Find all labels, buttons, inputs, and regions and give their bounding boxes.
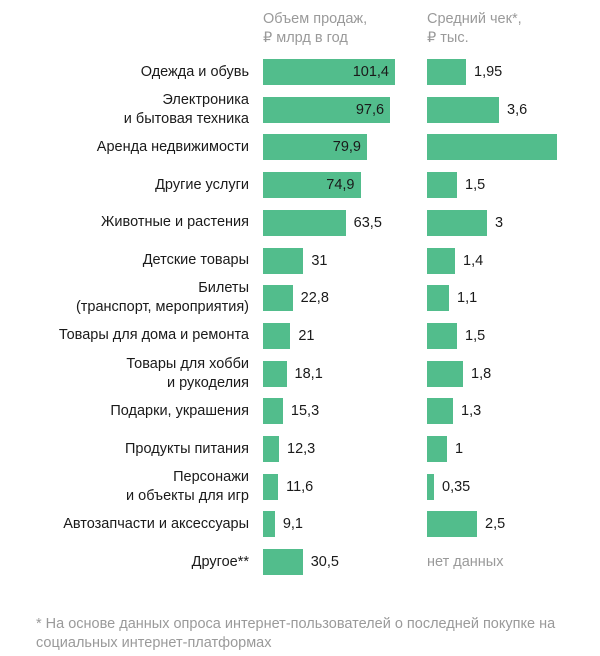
category-label-line: Продукты питания xyxy=(125,440,249,457)
category-label: Товары для дома и ремонта xyxy=(59,326,249,345)
sales-value-label: 79,9 xyxy=(332,139,361,156)
check-value-label: 1,5 xyxy=(465,177,486,194)
category-label-line: Другие услуги xyxy=(155,176,249,193)
sales-bar xyxy=(263,436,279,462)
sales-value-label: 97,6 xyxy=(355,101,385,118)
category-label-line: Другое** xyxy=(191,553,249,570)
category-label-line: Автозапчасти и аксессуары xyxy=(63,515,249,532)
category-label-line: Детские товары xyxy=(142,252,249,268)
sales-bar xyxy=(263,209,346,236)
sales-value-label: 11,6 xyxy=(286,478,314,495)
category-label: Электроника и бытовая техника xyxy=(124,91,249,129)
category-label: Другие услуги xyxy=(155,176,249,195)
sales-bar xyxy=(263,96,391,123)
check-bar xyxy=(427,247,455,274)
category-label-line: и бытовая техника xyxy=(123,110,249,127)
check-bar xyxy=(427,360,463,387)
check-value-label: 1,3 xyxy=(461,403,482,420)
sales-value-label: 15,3 xyxy=(290,403,320,420)
category-label: Аренда недвижимости xyxy=(97,138,249,157)
category-label: Товары для хобби и рукоделия xyxy=(126,355,249,393)
sales-bar xyxy=(263,172,361,199)
sales-value-label: 18,1 xyxy=(294,365,323,382)
check-value-label: 1,1 xyxy=(457,290,478,307)
check-bar xyxy=(427,59,466,85)
category-label: Персонажи и объекты для игр xyxy=(126,468,249,506)
check-value-label: 3 xyxy=(495,214,504,231)
sales-value-label: 22,8 xyxy=(300,290,329,307)
sales-value-label: 30,5 xyxy=(310,554,339,571)
check-value-label: 3,6 xyxy=(507,101,528,118)
sales-header-line-2: ₽ млрд в год xyxy=(263,30,348,46)
sales-bar xyxy=(263,398,283,425)
check-value-label: 1,8 xyxy=(471,365,492,382)
sales-value-label: 21 xyxy=(298,327,315,344)
category-label-line: Одежда и обувь xyxy=(140,63,249,80)
check-header-line-1: Средний чек*, xyxy=(427,11,522,27)
category-label-line: Билеты xyxy=(198,280,249,297)
sales-bar xyxy=(263,360,287,387)
category-label-line: и объекты для игр xyxy=(126,487,249,504)
sales-value-label: 63,5 xyxy=(353,214,382,231)
category-label: Автозапчасти и аксессуары xyxy=(63,515,249,534)
category-label-line: (транспорт, мероприятия) xyxy=(75,299,249,316)
sales-bar xyxy=(263,511,275,538)
check-header-line-2: ₽ тыс. xyxy=(427,30,469,46)
check-bar xyxy=(427,473,434,500)
category-label: Билеты (транспорт, мероприятия) xyxy=(76,279,249,317)
footnote: * На основе данных опроса интернет-польз… xyxy=(36,616,556,651)
sales-bar xyxy=(263,247,304,274)
check-value-label: 1 xyxy=(455,441,464,457)
check-value-label: 2,5 xyxy=(485,516,506,533)
category-label: Одежда и обувь xyxy=(141,63,249,82)
check-bar xyxy=(427,209,487,236)
category-label: Детские товары xyxy=(143,251,249,270)
sales-bar xyxy=(263,134,367,161)
check-value-label: 1,4 xyxy=(463,252,484,269)
check-value-label: 1,95 xyxy=(474,64,503,80)
sales-value-label: 31 xyxy=(311,252,328,269)
category-label-line: Товары для хобби xyxy=(126,355,249,372)
category-label-line: Аренда недвижимости xyxy=(96,138,249,155)
check-bar xyxy=(427,322,457,349)
check-bar xyxy=(427,134,557,161)
check-bar xyxy=(427,436,447,462)
check-bar xyxy=(427,398,453,425)
check-bar xyxy=(427,511,477,538)
sales-bar xyxy=(263,473,279,500)
sales-value-label: 74,9 xyxy=(326,177,355,194)
sales-value-label: 101,4 xyxy=(352,64,389,80)
sales-bar xyxy=(263,285,293,312)
check-bar xyxy=(427,285,449,312)
sales-bar xyxy=(263,59,395,85)
category-label: Животные и растения xyxy=(101,213,249,232)
category-label-line: Животные и растения xyxy=(101,214,249,231)
category-label: Продукты питания xyxy=(125,440,249,459)
check-bar xyxy=(427,96,499,123)
sales-bar xyxy=(263,322,291,349)
category-label-line: и рукоделия xyxy=(167,374,249,391)
sales-column-header: Объем продаж, ₽ млрд в год xyxy=(263,10,367,48)
check-value-label: 0,35 xyxy=(442,478,471,495)
category-label: Другое** xyxy=(192,553,249,572)
category-label-line: Товары для дома и ремонта xyxy=(58,327,249,344)
sales-value-label: 12,3 xyxy=(287,441,316,457)
category-label-line: Электроника xyxy=(162,91,249,108)
sales-value-label: 9,1 xyxy=(282,516,304,533)
check-value-label: 1,5 xyxy=(465,327,486,344)
check-column-header: Средний чек*, ₽ тыс. xyxy=(427,10,522,48)
sales-bar xyxy=(263,549,303,576)
category-label: Подарки, украшения xyxy=(110,402,249,421)
check-value-label: нет данных xyxy=(427,554,504,571)
check-bar xyxy=(427,172,457,199)
category-label-line: Подарки, украшения xyxy=(110,402,249,419)
sales-header-line-1: Объем продаж, xyxy=(263,11,368,27)
category-label-line: Персонажи xyxy=(173,468,249,485)
